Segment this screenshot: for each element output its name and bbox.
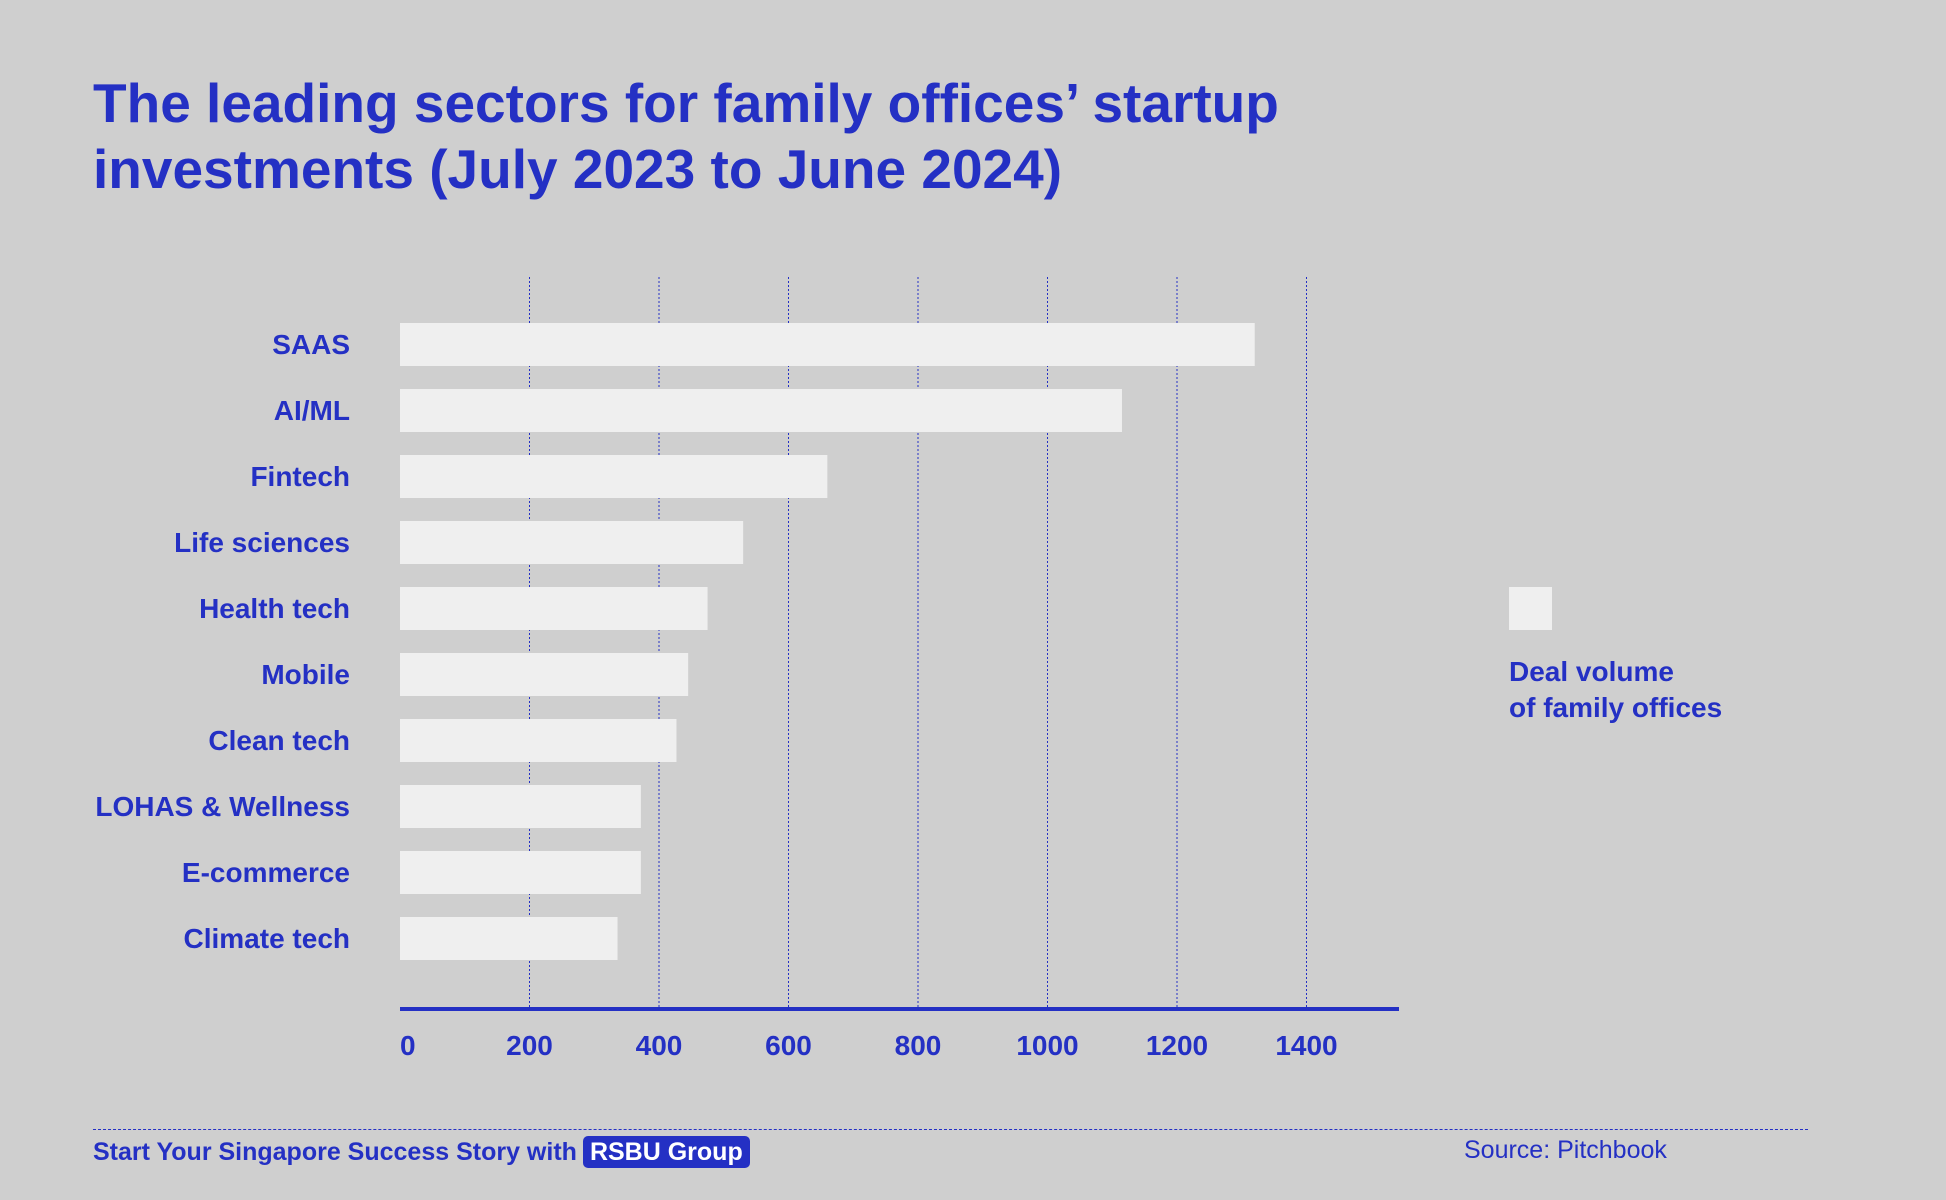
grid-lines [529, 277, 1307, 1009]
x-tick-label: 1200 [1146, 1030, 1208, 1061]
category-labels: SAAS AI/ML Fintech Life sciences Health tech… [95, 329, 350, 954]
x-tick-label: 200 [506, 1030, 553, 1061]
bar [400, 323, 1255, 366]
footer-divider [93, 1129, 1808, 1130]
category-label: E-commerce [182, 857, 350, 888]
category-label: Life sciences [174, 527, 350, 558]
legend-label-line-1: Deal volume [1509, 656, 1674, 687]
footer-tagline: Start Your Singapore Success Story with … [93, 1134, 750, 1170]
legend-swatch [1509, 587, 1552, 630]
chart-title-line-1: The leading sectors for family offices’ … [93, 72, 1279, 134]
x-tick-label: 400 [636, 1030, 683, 1061]
bar [400, 653, 689, 696]
bar [400, 455, 828, 498]
category-label: SAAS [272, 329, 350, 360]
category-label: Health tech [199, 593, 350, 624]
legend-label: Deal volume of family offices [1509, 654, 1722, 726]
brand-badge: RSBU Group [582, 1136, 750, 1168]
x-tick-label: 1000 [1016, 1030, 1078, 1061]
bar [400, 389, 1122, 432]
category-label: Mobile [261, 659, 350, 690]
chart-title: The leading sectors for family offices’ … [93, 70, 1393, 202]
bar [400, 851, 641, 894]
category-label: Climate tech [184, 923, 351, 954]
bar [400, 719, 677, 762]
footer-tagline-text: Start Your Singapore Success Story with [93, 1138, 577, 1166]
bars [400, 323, 1255, 960]
category-label: AI/ML [274, 395, 350, 426]
x-tick-label: 600 [765, 1030, 812, 1061]
category-label: Fintech [250, 461, 350, 492]
legend-label-line-2: of family offices [1509, 692, 1723, 723]
source-note: Source: Pitchbook [1464, 1136, 1667, 1164]
chart-title-line-2: investments (July 2023 to June 2024) [93, 138, 1063, 200]
bar [400, 587, 708, 630]
category-label: Clean tech [208, 725, 350, 756]
x-tick-label: 800 [895, 1030, 942, 1061]
category-label: LOHAS & Wellness [95, 791, 350, 822]
x-tick-label: 1400 [1275, 1030, 1337, 1061]
x-tick-label: 0 [400, 1030, 416, 1061]
x-tick-labels: 0 200 400 600 800 1000 1200 1400 [400, 1030, 1338, 1061]
bar [400, 917, 618, 960]
bar [400, 785, 641, 828]
bar [400, 521, 744, 564]
